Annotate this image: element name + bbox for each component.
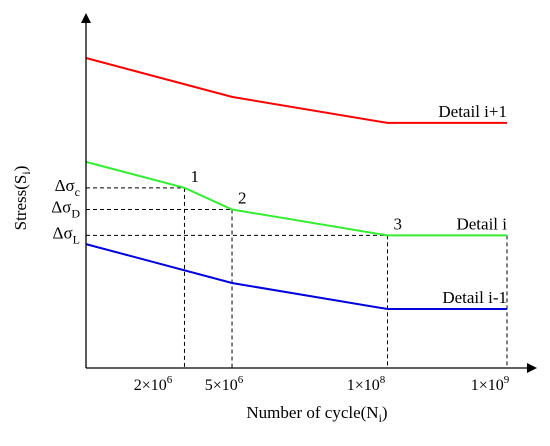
y-tick-label-d: ΔσD — [51, 197, 80, 220]
series-line-detail-i — [85, 160, 507, 237]
point-labels: 1 2 3 — [190, 167, 402, 234]
series-group — [85, 57, 507, 310]
series-label-detail-i: Detail i — [456, 214, 507, 233]
x-axis-label: Number of cycle(Ni) — [246, 403, 387, 425]
series-label-detail-i-1: Detail i+1 — [438, 102, 507, 121]
series-label-detail-i-1: Detail i-1 — [442, 288, 507, 307]
point-label-3: 3 — [393, 214, 402, 233]
y-tick-label-c: Δσc — [55, 176, 80, 199]
series-line-detail-i-1 — [85, 57, 507, 124]
x-tick-label-4: 1×109 — [471, 374, 510, 394]
x-tick-label-2: 5×106 — [205, 374, 244, 394]
y-tick-label-l: ΔσL — [53, 223, 80, 246]
point-label-1: 1 — [190, 167, 199, 186]
point-label-2: 2 — [238, 188, 247, 207]
x-tick-labels: 2×106 5×106 1×108 1×109 — [134, 374, 510, 394]
x-tick-label-3: 1×108 — [347, 374, 386, 394]
x-tick-label-1: 2×106 — [134, 374, 173, 394]
series-line-detail-i-1 — [85, 243, 507, 310]
dashed-guide-lines — [86, 187, 508, 368]
y-axis-label: Stress(Si) — [11, 166, 33, 231]
series-labels: Detail i+1 Detail i Detail i-1 — [438, 102, 507, 307]
